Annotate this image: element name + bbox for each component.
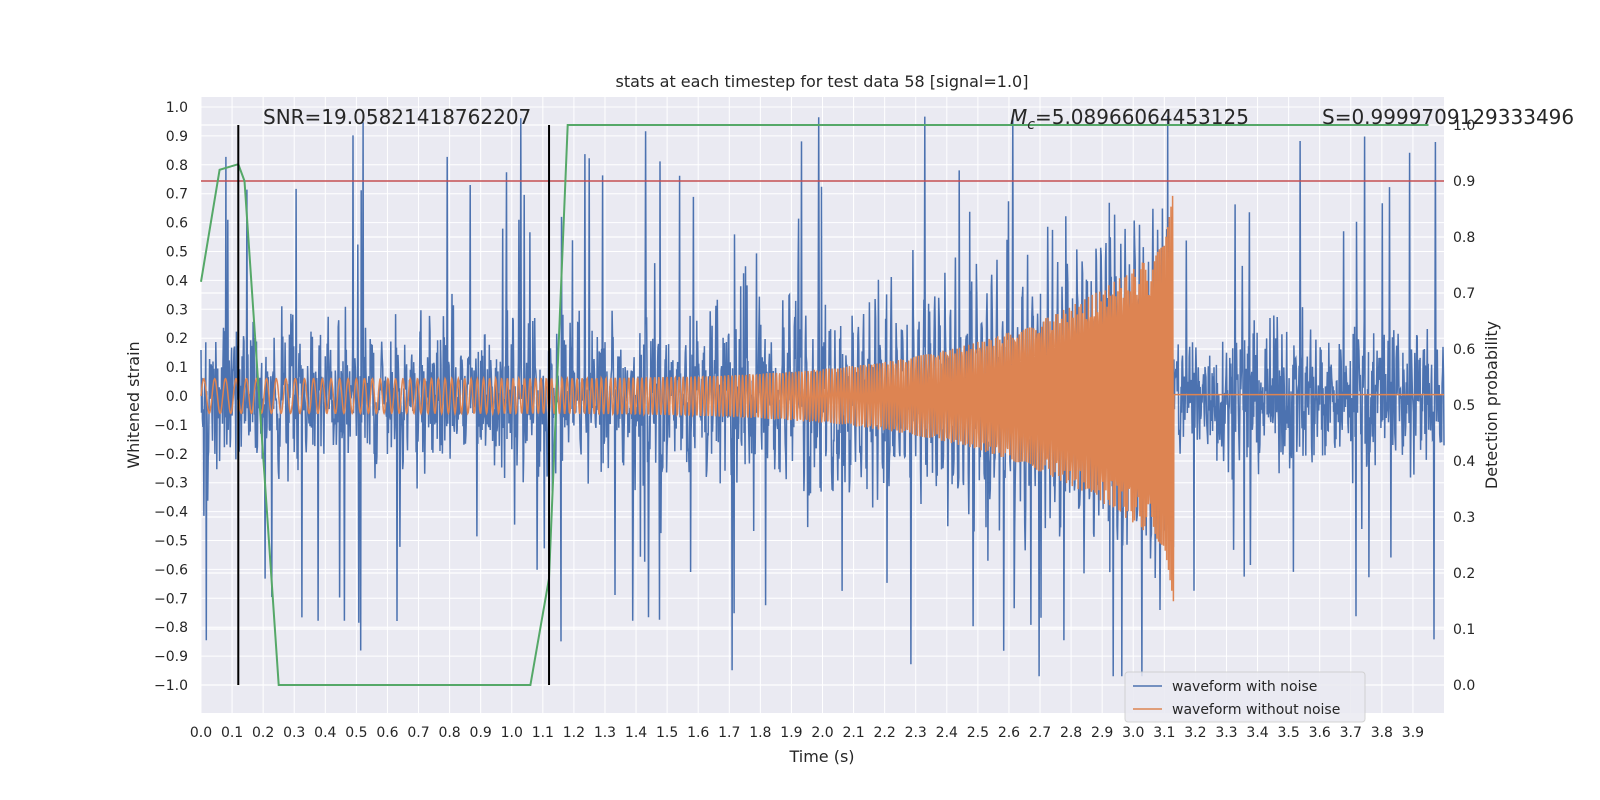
x-tick-label: 2.1 — [842, 725, 864, 741]
y-tick-label: −0.4 — [154, 505, 188, 521]
x-axis-label: Time (s) — [788, 747, 854, 766]
y-tick-label: −0.3 — [154, 476, 188, 492]
x-tick-label: 3.6 — [1309, 725, 1331, 741]
x-tick-label: 2.6 — [998, 725, 1020, 741]
y2-tick-label: 0.0 — [1453, 678, 1475, 694]
y-tick-label: −0.6 — [154, 562, 188, 578]
y-tick-label: 0.8 — [166, 158, 188, 174]
y-tick-label: 0.9 — [166, 129, 188, 145]
y2-tick-label: 0.2 — [1453, 566, 1475, 582]
y-tick-label: −0.5 — [154, 534, 188, 550]
x-tick-label: 2.5 — [967, 725, 989, 741]
y2-tick-label: 0.5 — [1453, 398, 1475, 414]
y-tick-label: 0.2 — [166, 331, 188, 347]
x-tick-label: 1.7 — [718, 725, 740, 741]
x-tick-label: 2.2 — [874, 725, 896, 741]
x-tick-label: 1.5 — [656, 725, 678, 741]
x-tick-label: 3.5 — [1277, 725, 1299, 741]
x-tick-label: 2.0 — [811, 725, 833, 741]
x-tick-label: 1.2 — [563, 725, 585, 741]
y2-tick-label: 0.3 — [1453, 510, 1475, 526]
x-tick-label: 3.3 — [1215, 725, 1237, 741]
x-tick-label: 3.2 — [1184, 725, 1206, 741]
x-tick-label: 1.6 — [687, 725, 709, 741]
chart-title: stats at each timestep for test data 58 … — [616, 72, 1029, 91]
x-tick-label: 1.1 — [532, 725, 554, 741]
x-tick-label: 1.0 — [501, 725, 523, 741]
legend: waveform with noise waveform without noi… — [1124, 671, 1366, 723]
clean-waveform-line — [200, 195, 1444, 602]
x-tick-label: 3.1 — [1153, 725, 1175, 741]
y2-tick-label: 0.1 — [1453, 622, 1475, 638]
y-tick-label: 0.7 — [166, 187, 188, 203]
y2-tick-label: 0.8 — [1453, 230, 1475, 246]
x-tick-label: 3.9 — [1402, 725, 1424, 741]
y-tick-label: 0.5 — [166, 245, 188, 261]
probability-line — [200, 124, 1429, 686]
x-tick-label: 3.8 — [1371, 725, 1393, 741]
legend-label-with-noise: waveform with noise — [1172, 679, 1317, 695]
x-tick-label: 0.3 — [283, 725, 305, 741]
chirp-mass-subscript: c — [1027, 117, 1035, 133]
x-tick-label: 2.9 — [1091, 725, 1113, 741]
y-axis-label: Whitened strain — [124, 341, 143, 468]
y-tick-label: −0.2 — [154, 447, 188, 463]
x-tick-label: 0.2 — [252, 725, 274, 741]
y-tick-label: −1.0 — [154, 678, 188, 694]
y-tick-label: −0.8 — [154, 620, 188, 636]
x-tick-label: 0.7 — [407, 725, 429, 741]
y-tick-label: 0.4 — [166, 273, 188, 289]
x-tick-label: 0.0 — [190, 725, 212, 741]
x-tick-label: 3.0 — [1122, 725, 1144, 741]
x-tick-label: 0.9 — [470, 725, 492, 741]
y2-tick-label: 0.4 — [1453, 454, 1475, 470]
chirp-mass-value: =5.08966064453125 — [1035, 105, 1249, 129]
snr-annotation: SNR=19.05821418762207 — [263, 105, 531, 129]
x-tick-label: 2.8 — [1060, 725, 1082, 741]
y-tick-labels: 1.0 0.9 0.8 0.7 0.6 0.5 0.4 0.3 0.2 0.1 0.0 −0.1 −0.… — [154, 100, 188, 694]
x-tick-label: 2.7 — [1029, 725, 1051, 741]
x-tick-label: 1.8 — [749, 725, 771, 741]
y-tick-label: −0.9 — [154, 649, 188, 665]
x-tick-label: 0.1 — [221, 725, 243, 741]
y2-tick-label: 0.6 — [1453, 342, 1475, 358]
y-tick-label: 0.3 — [166, 302, 188, 318]
x-tick-label: 1.4 — [625, 725, 647, 741]
chirp-mass-annotation: Mc=5.08966064453125 — [1010, 105, 1249, 133]
chirp-mass-symbol: M — [1010, 105, 1027, 129]
x-tick-label: 0.6 — [376, 725, 398, 741]
x-tick-label: 1.3 — [594, 725, 616, 741]
x-tick-label: 2.3 — [905, 725, 927, 741]
legend-box — [1124, 671, 1366, 723]
vertical-markers — [237, 125, 551, 685]
y-tick-label: 1.0 — [166, 100, 188, 116]
x-tick-label: 0.5 — [345, 725, 367, 741]
y2-tick-label: 0.7 — [1453, 286, 1475, 302]
y2-axis-label: Detection probability — [1482, 321, 1501, 489]
y-tick-label: 0.0 — [166, 389, 188, 405]
x-tick-label: 3.7 — [1340, 725, 1362, 741]
y-tick-label: 0.1 — [166, 360, 188, 376]
y-tick-label: −0.7 — [154, 591, 188, 607]
x-tick-label: 2.4 — [936, 725, 958, 741]
y2-tick-label: 0.9 — [1453, 174, 1475, 190]
legend-label-without-noise: waveform without noise — [1172, 702, 1340, 718]
x-tick-label: 0.4 — [314, 725, 336, 741]
y-tick-label: −0.1 — [154, 418, 188, 434]
y2-tick-labels: 1.0 0.9 0.8 0.7 0.6 0.5 0.4 0.3 0.2 0.1 0.0 — [1453, 118, 1475, 694]
x-tick-label: 0.8 — [438, 725, 460, 741]
series-detection-probability — [200, 124, 1429, 686]
series-waveform-without-noise — [200, 195, 1444, 602]
x-tick-label: 1.9 — [780, 725, 802, 741]
y2-tick-label: 1.0 — [1453, 118, 1475, 134]
x-tick-labels: 0.0 0.1 0.2 0.3 0.4 0.5 0.6 0.7 0.8 0.9 1.0 1.1 1.2 1… — [190, 725, 1424, 741]
x-tick-label: 3.4 — [1246, 725, 1268, 741]
s-annotation: S=0.9999709129333496 — [1322, 105, 1574, 129]
y-tick-label: 0.6 — [166, 216, 188, 232]
